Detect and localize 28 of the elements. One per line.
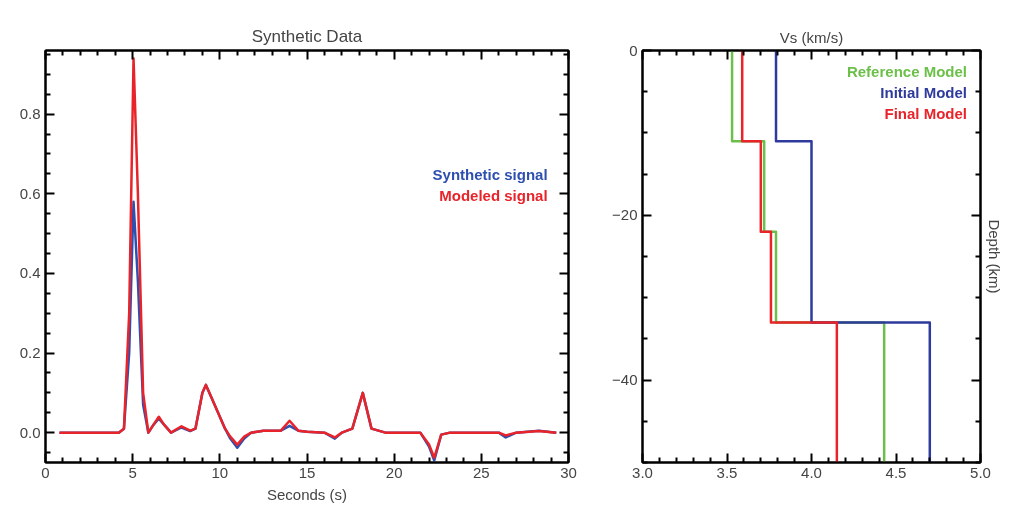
text: Modeled signal <box>439 186 548 204</box>
x-axis-title: Vs (km/s) <box>779 28 844 46</box>
y-axis-title: Depth (km) <box>985 219 1003 294</box>
x-tick-label: 4.0 <box>801 463 822 481</box>
text: Final Model <box>884 104 967 122</box>
x-tick-label: 5 <box>128 463 137 481</box>
x-tick-label: 10 <box>211 463 229 481</box>
text: Synthetic signal <box>432 165 548 183</box>
chart-title: Synthetic Data <box>251 26 363 46</box>
x-tick-label: 30 <box>560 463 577 481</box>
y-tick-label: 0.6 <box>19 184 41 202</box>
x-axis-title: Seconds (s) <box>266 485 348 503</box>
y-tick-label: 0.0 <box>19 423 41 441</box>
y-tick-label: 0.2 <box>19 344 41 362</box>
text: Reference Model <box>846 62 967 80</box>
y-tick-label: 0.8 <box>19 105 41 123</box>
x-tick-label: 4.5 <box>885 463 907 481</box>
y-tick-label: 0 <box>629 41 638 59</box>
x-tick-label: 25 <box>472 463 490 481</box>
x-tick-label: 3.0 <box>632 463 653 481</box>
x-tick-label: 5.0 <box>970 463 991 481</box>
y-tick-label: 0.4 <box>19 264 41 282</box>
x-tick-label: 15 <box>298 463 316 481</box>
text: Initial Model <box>880 83 967 101</box>
y-tick-label: −20 <box>612 206 638 224</box>
x-tick-label: 3.5 <box>716 463 738 481</box>
x-tick-label: 20 <box>385 463 403 481</box>
y-tick-label: −40 <box>612 371 638 389</box>
